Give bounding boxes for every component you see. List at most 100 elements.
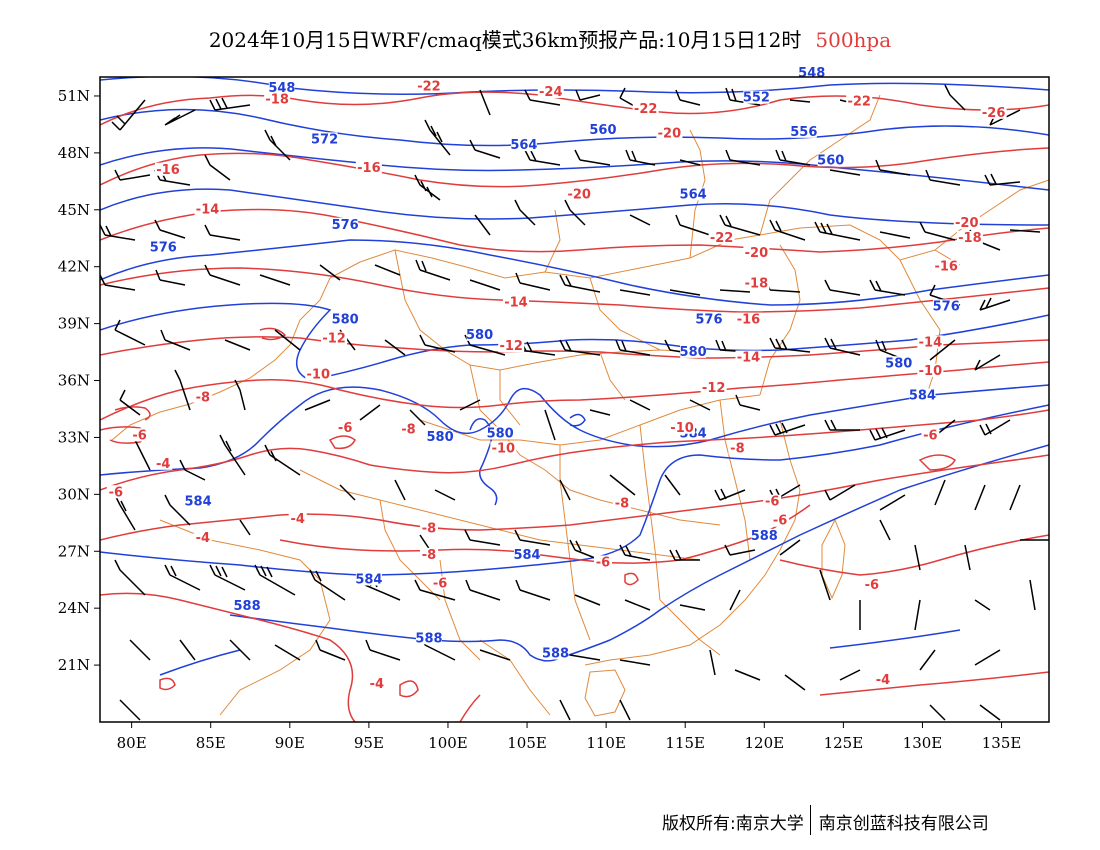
lon-tick-label: 85E	[196, 734, 226, 752]
temperature-contour-label-bg	[956, 231, 983, 245]
footer-divider	[809, 805, 811, 835]
height-contour-label-bg	[680, 344, 707, 358]
height-contour-label-bg	[185, 494, 212, 508]
temperature-contour-label-bg	[537, 84, 564, 98]
temperature-contour-label-bg	[106, 485, 125, 499]
height-contour-label-bg	[268, 81, 295, 95]
pressure-level: 500hpa	[815, 28, 892, 52]
temperature-contour-label-bg	[917, 363, 944, 377]
lat-tick-label: 36N	[58, 372, 90, 390]
lon-tick-label: 125E	[824, 734, 864, 752]
lat-tick-label: 30N	[58, 485, 90, 503]
lat-tick-label: 51N	[58, 87, 90, 105]
temperature-contour-label: -10	[919, 364, 943, 379]
temperature-contour-label: -4	[196, 531, 210, 546]
height-contour-label-bg	[695, 312, 722, 326]
height-contour-label-bg	[751, 528, 778, 542]
height-contour-label-bg	[790, 124, 817, 138]
height-contour-label-bg	[415, 631, 442, 645]
temperature-contour-label: -6	[865, 578, 879, 593]
temperature-contour-label-bg	[700, 380, 727, 394]
temperature-contour-label-bg	[419, 521, 438, 535]
temperature-contour-label: -10	[492, 442, 516, 457]
temperature-contour-label: -16	[934, 260, 958, 275]
height-contour-label-bg	[332, 312, 359, 326]
temperature-contour-label: -26	[982, 106, 1006, 121]
temperature-contour-label-bg	[862, 578, 881, 592]
temperature-contour-label-bg	[130, 428, 149, 442]
title-text: 2024年10月15日WRF/cmaq模式36km预报产品:10月15日12时	[208, 28, 802, 52]
lon-tick-label: 135E	[982, 734, 1022, 752]
lon-tick-label: 80E	[117, 734, 147, 752]
temperature-contour-label: -8	[401, 423, 415, 438]
height-contour-label-bg	[234, 599, 261, 613]
temperature-contour-label-bg	[980, 105, 1007, 119]
temperature-contour-label: -18	[958, 231, 982, 246]
lon-tick-label: 90E	[275, 734, 305, 752]
temperature-contour-label: -20	[955, 216, 979, 231]
height-contour-label: 588	[234, 599, 261, 614]
height-contours	[100, 77, 1049, 676]
height-contour-label-bg	[332, 217, 359, 231]
temperature-contour-label-bg	[502, 295, 529, 309]
height-contour-label: 580	[466, 328, 493, 343]
temperature-contour-label-bg	[399, 422, 418, 436]
temperature-contour-label: -22	[417, 79, 441, 94]
temperature-contour-label: -6	[596, 555, 610, 570]
height-contour-label-bg	[909, 388, 936, 402]
height-contour-label: 564	[680, 187, 707, 202]
temperature-contour-label-bg	[355, 160, 382, 174]
height-contour-label: 584	[355, 573, 382, 588]
lat-tick-label: 27N	[58, 542, 90, 560]
temperature-contour-label-bg	[193, 530, 212, 544]
lat-tick-label: 21N	[58, 656, 90, 674]
longitude-axis: 80E 85E 90E 95E 100E 105E 110E 115E 120E 125E 130E…	[117, 722, 1022, 752]
copyright-footer: 版权所有:南京大学 南京创蓝科技有限公司	[662, 805, 989, 839]
temperature-contour-label-bg	[155, 162, 182, 176]
height-contour-label-bg	[817, 153, 844, 167]
lon-tick-label: 95E	[354, 734, 384, 752]
height-contour-label: 576	[150, 241, 177, 256]
temperature-contour-label: -14	[504, 296, 528, 311]
temperature-contour-label-bg	[194, 202, 221, 216]
temperature-contour-label: -8	[730, 442, 744, 457]
temperature-contour-label: -4	[370, 677, 384, 692]
temperature-contour-label: -4	[290, 512, 304, 527]
lon-tick-label: 130E	[903, 734, 943, 752]
height-contour-label: 572	[311, 132, 338, 147]
lon-tick-label: 115E	[665, 734, 705, 752]
temperature-contour-label-bg	[771, 513, 790, 527]
wind-barbs	[100, 84, 1049, 721]
temperature-contour-label-bg	[735, 350, 762, 364]
temperature-contour-label-bg	[431, 576, 450, 590]
temperature-contour-label: -10	[670, 421, 694, 436]
temperature-contour-label: -22	[847, 94, 871, 109]
temperature-contour-label-bg	[933, 259, 960, 273]
temperature-contour-label-bg	[743, 276, 770, 290]
temperature-contour-label-bg	[656, 126, 683, 140]
temperature-contour-label-bg	[763, 494, 782, 508]
temperature-contour-label: -16	[357, 161, 381, 176]
height-contour-label: 584	[513, 548, 540, 563]
plot-frame	[99, 76, 1050, 723]
temperature-contour-label: -8	[422, 548, 436, 563]
temperature-contour-label: -8	[196, 390, 210, 405]
height-contour-label-bg	[589, 122, 616, 136]
height-contour-label: 580	[487, 426, 514, 441]
map-title: 2024年10月15日WRF/cmaq模式36km预报产品:10月15日12时 5…	[0, 24, 1100, 53]
copyright-partner: 南京创蓝科技有限公司	[818, 814, 989, 834]
temperature-contour-label-bg	[419, 547, 438, 561]
lat-tick-label: 42N	[58, 258, 90, 276]
height-contour-label: 560	[817, 153, 844, 168]
temperature-contour-label: -6	[765, 495, 779, 510]
temperature-contour-label-bg	[708, 231, 735, 245]
height-contour-label-bg	[743, 90, 770, 104]
temperature-contour-label-bg	[566, 187, 593, 201]
temperature-contour-label-bg	[921, 428, 940, 442]
height-contour-labels: 5485485525565605605645645725765765765765…	[150, 66, 960, 662]
height-contour-label: 580	[680, 345, 707, 360]
temperature-contour-label: -24	[539, 85, 563, 100]
temperature-contour-label-bg	[846, 94, 873, 108]
height-contour-label: 580	[332, 313, 359, 328]
lat-tick-label: 45N	[58, 201, 90, 219]
